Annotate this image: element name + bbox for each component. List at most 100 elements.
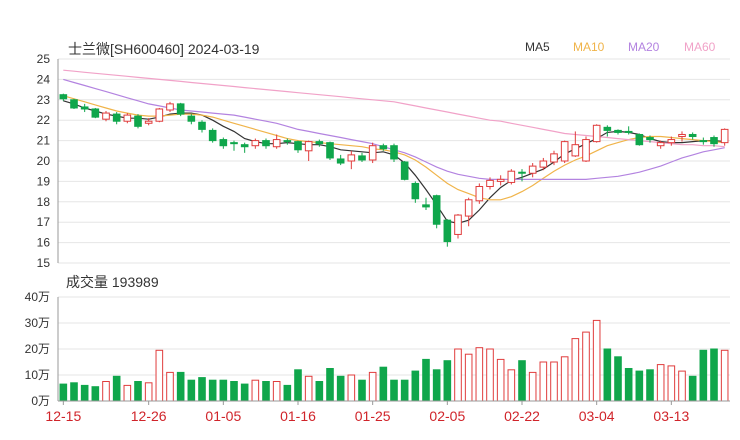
- candle-body: [347, 154, 356, 162]
- candle: [112, 112, 121, 125]
- volume-bar: [667, 365, 676, 402]
- candle: [518, 169, 526, 182]
- chart-title: 士兰微[SH600460] 2024-03-19: [68, 41, 260, 57]
- volume-bar: [208, 379, 217, 402]
- candle-body: [571, 144, 580, 157]
- volume-tick-label: 0万: [31, 394, 50, 408]
- date-tick-label: 12-26: [131, 408, 167, 424]
- volume-bar: [710, 348, 718, 402]
- date-tick-label: 03-04: [579, 408, 615, 424]
- candle: [411, 181, 420, 203]
- volume-bar: [112, 375, 121, 402]
- volume-bar: [80, 384, 89, 402]
- volume-bar: [198, 377, 206, 402]
- volume-bar: [304, 375, 313, 402]
- volume-bar: [294, 369, 302, 402]
- candle-body: [720, 128, 729, 144]
- candle-body: [614, 129, 622, 133]
- candle: [187, 114, 196, 125]
- candle-body: [454, 214, 462, 235]
- volume-bar: [315, 381, 324, 402]
- candle: [635, 133, 644, 146]
- candle-body: [539, 160, 548, 168]
- candle: [400, 161, 409, 181]
- candle: [656, 140, 665, 149]
- candle-body: [390, 145, 398, 160]
- candle-body: [603, 126, 612, 131]
- date-tick-label: 03-13: [653, 408, 689, 424]
- volume-y-axis: 0万 10万 20万 30万 40万: [25, 290, 59, 408]
- date-tick-label: 01-25: [355, 408, 391, 424]
- candle: [368, 142, 377, 164]
- candle-body: [518, 171, 526, 174]
- candle: [603, 125, 612, 137]
- candle-body: [528, 165, 537, 174]
- candle: [720, 128, 729, 146]
- candle: [582, 136, 590, 163]
- candle-body: [358, 155, 366, 161]
- candle-body: [230, 142, 238, 145]
- legend-ma60: MA60: [684, 40, 716, 54]
- price-tick-label: 21: [37, 134, 51, 148]
- volume-tick-label: 30万: [25, 316, 50, 330]
- legend-ma5: MA5: [525, 40, 550, 54]
- date-tick-label: 12-15: [45, 408, 81, 424]
- ma-legend: MA5 MA10 MA20 MA60: [525, 40, 716, 54]
- volume-bar: [475, 347, 484, 402]
- candle: [134, 114, 142, 129]
- candle: [486, 177, 494, 190]
- volume-bar: [646, 369, 654, 402]
- ma-line-ma60: [63, 69, 725, 148]
- volume-bar: [368, 371, 377, 402]
- volume-bar: [70, 382, 78, 402]
- volume-bar: [528, 371, 537, 402]
- volume-bar: [550, 361, 558, 402]
- candle-body: [272, 139, 281, 148]
- candle-body: [315, 141, 324, 145]
- candle-body: [102, 112, 110, 120]
- candle-body: [187, 115, 196, 122]
- volume-tick-label: 40万: [25, 290, 50, 304]
- candle-body: [656, 142, 665, 147]
- candle: [358, 152, 366, 163]
- volume-bar: [496, 358, 505, 402]
- candle-body: [550, 153, 558, 163]
- candle: [646, 135, 654, 143]
- candle: [614, 129, 622, 135]
- candle: [592, 124, 601, 143]
- candle: [347, 150, 356, 170]
- price-tick-label: 19: [37, 174, 51, 188]
- price-tick-label: 15: [37, 256, 51, 270]
- candle-body: [400, 161, 409, 180]
- volume-bar: [219, 379, 228, 402]
- price-tick-label: 18: [37, 195, 51, 209]
- candle: [379, 143, 388, 151]
- date-tick-label: 01-05: [205, 408, 241, 424]
- volume-bar: [411, 370, 420, 402]
- candle-body: [582, 139, 590, 162]
- candle: [102, 111, 110, 122]
- candle: [208, 128, 217, 143]
- date-tick-label: 02-05: [429, 408, 465, 424]
- candle: [123, 113, 132, 124]
- candle-body: [635, 133, 644, 146]
- candle: [240, 142, 249, 153]
- volume-bar: [166, 371, 174, 402]
- candle-body: [678, 133, 686, 138]
- candle-body: [80, 106, 89, 110]
- candle-body: [592, 124, 601, 143]
- candle: [624, 126, 633, 135]
- date-axis: 12-15 12-26 01-05 01-16 01-25 02-05 02-22 03-04…: [45, 400, 730, 424]
- candle: [91, 107, 100, 119]
- volume-bar: [592, 319, 601, 402]
- volume-bar: [102, 381, 110, 402]
- volume-bar: [176, 371, 185, 402]
- candle: [283, 138, 292, 145]
- candle: [710, 135, 718, 147]
- volume-bar: [603, 348, 612, 402]
- volume-bar: [59, 383, 68, 402]
- candle-body: [155, 108, 164, 122]
- date-tick-label: 01-16: [280, 408, 316, 424]
- candle: [454, 214, 462, 239]
